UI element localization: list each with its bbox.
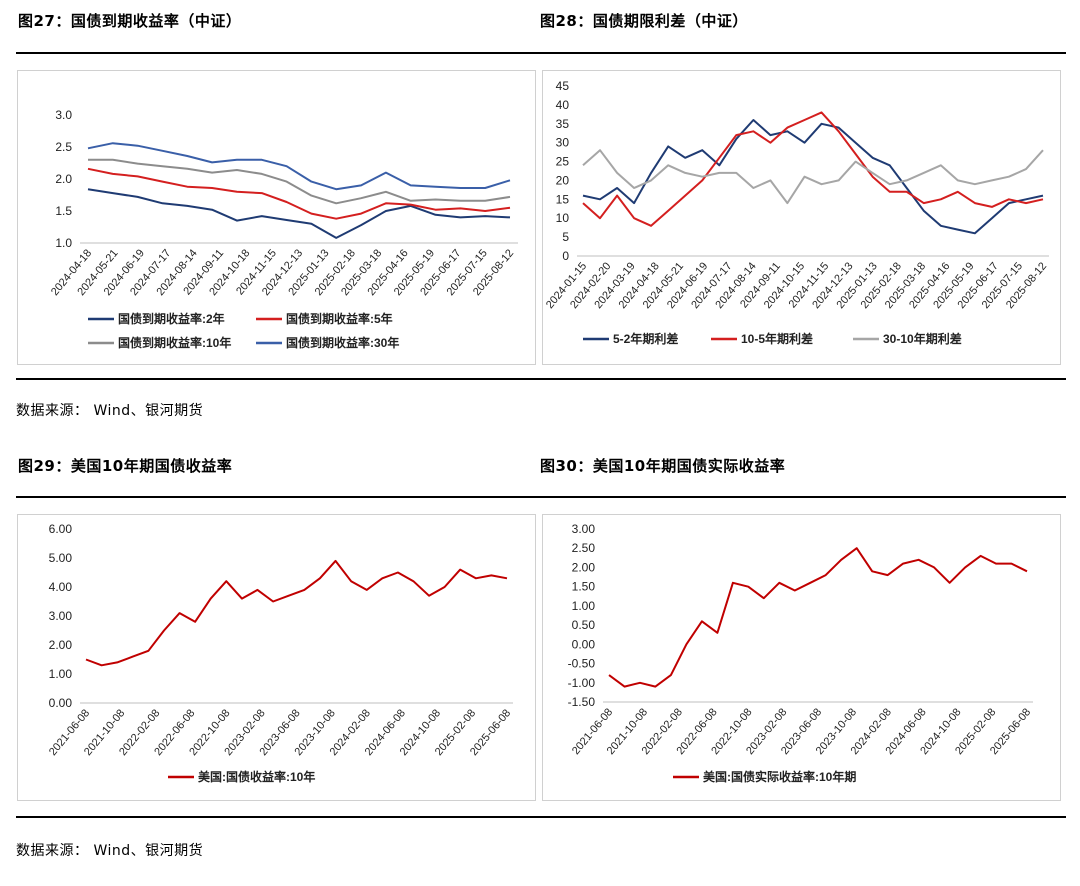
fig28-title: 图28：国债期限利差（中证） [540, 12, 748, 30]
y-tick-label: 3.00 [49, 609, 73, 623]
fig30-panel: -1.50 -1.00 -0.50 0.00 0.50 1.00 1.50 2.00 2.50 3… [542, 514, 1061, 801]
fig27-title: 图27：国债到期收益率（中证） [18, 12, 242, 30]
legend-label: 国债到期收益率:30年 [286, 335, 399, 350]
source-note-bottom: 数据来源： Wind、银河期货 [16, 843, 204, 859]
y-tick-label: 5.00 [49, 551, 73, 565]
y-tick-label: 2.5 [55, 140, 72, 154]
series-line-2 [87, 167, 511, 220]
y-tick-label: 15 [556, 192, 570, 206]
y-tick-label: 1.00 [572, 599, 596, 613]
fig30-title: 图30：美国10年期国债实际收益率 [540, 457, 786, 475]
series-line-3 [88, 158, 511, 205]
y-tick-label: 10 [556, 211, 570, 225]
fig30-chart: -1.50 -1.00 -0.50 0.00 0.50 1.00 1.50 2.00 2.50 3… [568, 522, 1034, 784]
series-line-1 [582, 119, 1044, 235]
y-tick-label: 0.00 [49, 696, 73, 710]
legend-label: 30-10年期利差 [883, 331, 962, 346]
fig27-chart: 1.01.52.02.53.02024-04-182024-05-212024-… [49, 108, 518, 350]
y-tick-label: 5 [562, 230, 569, 244]
y-tick-label: 2.0 [55, 172, 72, 186]
y-tick-label: 1.5 [55, 204, 72, 218]
fig28-chart: 0510152025303540452024-01-152024-02-2020… [544, 79, 1049, 346]
y-tick-label: -0.50 [568, 657, 596, 671]
y-tick-label: 45 [556, 79, 570, 93]
fig29-chart: 0.001.002.003.004.005.006.002021-06-0820… [47, 522, 513, 784]
legend-label: 10-5年期利差 [741, 331, 813, 346]
source-note-top: 数据来源： Wind、银河期货 [16, 403, 204, 419]
legend-label: 国债到期收益率:5年 [286, 311, 393, 326]
bottom-rule [16, 816, 1066, 818]
y-tick-label: 3.0 [55, 108, 72, 122]
y-tick-label: -1.50 [568, 695, 596, 709]
y-tick-label: 0.50 [572, 618, 596, 632]
top-rule [16, 52, 1066, 54]
mid-rule-1 [16, 378, 1066, 380]
y-tick-label: 25 [556, 155, 570, 169]
y-tick-label: 20 [556, 173, 570, 187]
y-tick-label: 2.50 [572, 541, 596, 555]
legend-label: 国债到期收益率:10年 [118, 335, 231, 350]
legend-label: 美国:国债实际收益率:10年期 [703, 769, 856, 784]
legend-label: 国债到期收益率:2年 [118, 311, 225, 326]
y-tick-label: 6.00 [49, 522, 73, 536]
y-tick-label: 4.00 [49, 580, 73, 594]
series-line-1 [85, 559, 508, 667]
y-tick-label: 3.00 [572, 522, 596, 536]
y-tick-label: 2.00 [572, 560, 596, 574]
y-tick-label: 1.0 [55, 236, 72, 250]
series-line-1 [608, 547, 1028, 688]
series-line-2 [582, 111, 1044, 227]
y-tick-label: 0.00 [572, 637, 596, 651]
y-tick-label: 1.50 [572, 580, 596, 594]
y-tick-label: 35 [556, 117, 570, 131]
legend-label: 5-2年期利差 [613, 331, 678, 346]
series-line-4 [87, 142, 511, 191]
mid-rule-2 [16, 496, 1066, 498]
y-tick-label: 2.00 [49, 638, 73, 652]
y-tick-label: 0 [562, 249, 569, 263]
fig28-panel: 0 5 10 15 20 25 30 35 40 45 2024-01-15 2024-02-20 20… [542, 70, 1061, 365]
y-tick-label: 30 [556, 136, 570, 150]
fig29-panel: 0.00 1.00 2.00 3.00 4.00 5.00 6.00 2021-06-08 20… [17, 514, 536, 801]
legend-label: 美国:国债收益率:10年 [198, 769, 315, 784]
fig27-panel: 1.0 1.5 2.0 2.5 3.0 2024-04-18 2024-05-21 2024-… [17, 70, 536, 365]
y-tick-label: 1.00 [49, 667, 73, 681]
fig29-title: 图29：美国10年期国债收益率 [18, 457, 233, 475]
y-tick-label: 40 [556, 98, 570, 112]
series-line-3 [582, 149, 1044, 205]
series-line-1 [87, 188, 511, 239]
y-tick-label: -1.00 [568, 676, 596, 690]
